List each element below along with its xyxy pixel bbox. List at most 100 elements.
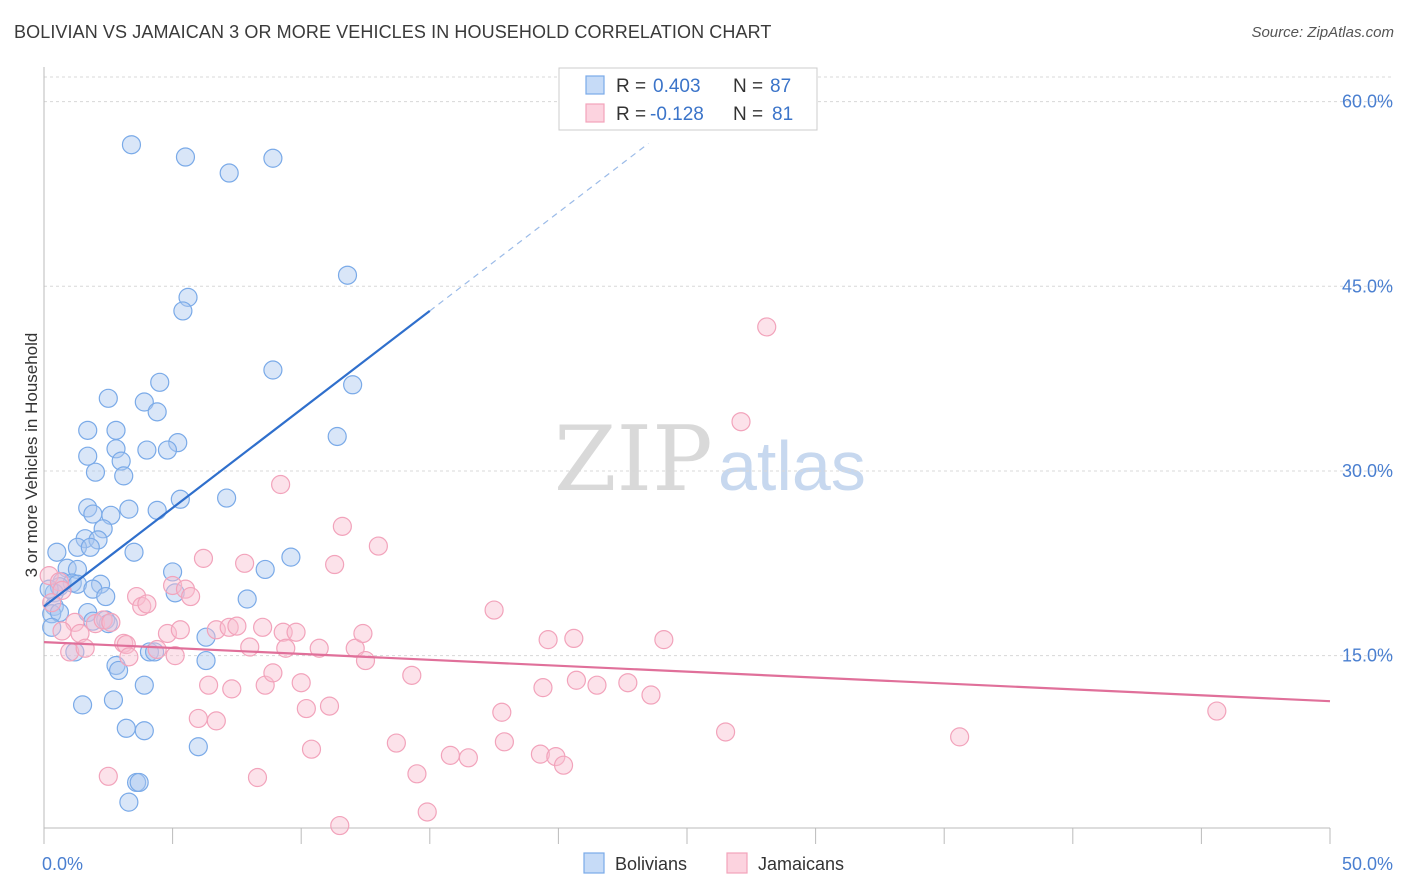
point-jamaicans <box>715 722 736 742</box>
point-jamaicans <box>247 767 268 788</box>
point-bolivians <box>188 737 208 757</box>
point-jamaicans <box>731 412 751 432</box>
x-tick-labels: 0.0% 50.0% <box>42 854 1393 874</box>
point-bolivians <box>134 392 154 412</box>
point-jamaicans <box>157 623 178 644</box>
point-jamaicans <box>165 646 185 666</box>
point-jamaicans <box>566 670 587 690</box>
point-jamaicans <box>950 727 970 747</box>
point-jamaicans <box>618 673 638 693</box>
point-bolivians <box>78 498 98 518</box>
point-bolivians <box>80 537 100 557</box>
stats-legend: R = 0.403 N = 87 R = -0.128 N = 81 <box>558 67 818 131</box>
point-jamaicans <box>332 516 352 536</box>
point-jamaicans <box>181 586 201 607</box>
point-jamaicans <box>199 675 219 695</box>
trend-line-bolivians-extension <box>429 143 649 312</box>
point-jamaicans <box>319 696 340 716</box>
point-jamaicans <box>253 617 273 637</box>
point-jamaicans <box>193 548 214 568</box>
point-jamaicans <box>235 553 255 573</box>
point-jamaicans <box>291 673 311 693</box>
legend-r-value-bolivians: 0.403 <box>653 76 701 97</box>
point-jamaicans <box>147 639 167 660</box>
point-bolivians <box>137 440 157 460</box>
point-bolivians <box>217 488 237 508</box>
point-bolivians <box>116 718 136 738</box>
point-bolivians <box>78 420 98 440</box>
point-bolivians <box>237 589 257 609</box>
axes <box>43 67 1331 844</box>
watermark-atlas: atlas <box>718 427 866 505</box>
legend-n-value-bolivians: 87 <box>770 76 791 97</box>
point-jamaicans <box>163 575 183 596</box>
series-legend-swatch-bolivians <box>583 852 605 874</box>
x-tick-label: 50.0% <box>1342 854 1393 874</box>
point-bolivians <box>219 163 239 183</box>
point-jamaicans <box>564 628 584 649</box>
point-jamaicans <box>101 612 121 632</box>
point-bolivians <box>106 420 126 440</box>
point-bolivians <box>98 388 118 408</box>
point-bolivians <box>42 604 62 624</box>
point-jamaicans <box>530 744 550 764</box>
point-jamaicans <box>126 586 147 607</box>
point-jamaicans <box>98 766 118 786</box>
point-bolivians <box>114 466 134 486</box>
point-jamaicans <box>240 637 260 657</box>
point-bolivians <box>157 440 178 460</box>
point-bolivians <box>108 660 129 681</box>
point-bolivians <box>129 772 149 793</box>
watermark-zip: ZIP <box>554 407 713 512</box>
legend-n-label-jamaicans: N = <box>733 104 763 125</box>
point-bolivians <box>255 559 275 580</box>
point-bolivians <box>49 602 70 623</box>
point-bolivians <box>47 542 67 562</box>
point-bolivians <box>281 547 301 567</box>
trend-line-bolivians <box>43 310 431 608</box>
point-jamaicans <box>132 596 152 616</box>
point-jamaicans <box>494 732 514 752</box>
point-bolivians <box>72 695 93 715</box>
point-jamaicans <box>330 815 350 836</box>
legend-swatch-bolivians <box>585 75 605 95</box>
series-jamaicans-points <box>39 317 1227 836</box>
point-jamaicans <box>538 630 558 650</box>
point-bolivians <box>168 433 188 453</box>
point-bolivians <box>42 617 62 637</box>
point-jamaicans <box>757 317 777 337</box>
point-bolivians <box>147 402 167 422</box>
point-bolivians <box>88 530 108 550</box>
point-jamaicans <box>440 745 460 765</box>
y-tick-labels: 15.0% 30.0% 45.0% 60.0% <box>1342 92 1393 666</box>
point-bolivians <box>78 446 98 466</box>
legend-n-label-bolivians: N = <box>733 76 763 97</box>
point-bolivians <box>327 426 347 447</box>
point-bolivians <box>173 301 193 321</box>
point-jamaicans <box>296 698 316 719</box>
point-jamaicans <box>219 617 239 637</box>
point-bolivians <box>147 500 167 520</box>
point-jamaicans <box>93 610 113 630</box>
point-bolivians <box>93 519 113 539</box>
point-jamaicans <box>39 566 59 586</box>
point-bolivians <box>121 135 142 155</box>
point-jamaicans <box>286 622 306 642</box>
series-legend-label-bolivians: Bolivians <box>615 854 687 874</box>
point-bolivians <box>134 675 154 695</box>
x-tick-label: 0.0% <box>42 854 83 874</box>
point-bolivians <box>175 147 196 167</box>
y-tick-label: 15.0% <box>1342 646 1393 666</box>
chart-title: BOLIVIAN VS JAMAICAN 3 OR MORE VEHICLES … <box>14 22 772 42</box>
point-jamaicans <box>587 675 607 695</box>
y-tick-label: 60.0% <box>1342 92 1393 112</box>
legend-swatch-jamaicans <box>585 103 605 123</box>
point-jamaicans <box>309 638 329 658</box>
point-bolivians <box>106 439 126 459</box>
point-bolivians <box>196 650 216 671</box>
point-jamaicans <box>222 679 242 699</box>
point-jamaicans <box>654 630 674 650</box>
point-bolivians <box>163 562 183 582</box>
point-jamaicans <box>484 600 504 620</box>
series-legend-swatch-jamaicans <box>726 852 748 874</box>
